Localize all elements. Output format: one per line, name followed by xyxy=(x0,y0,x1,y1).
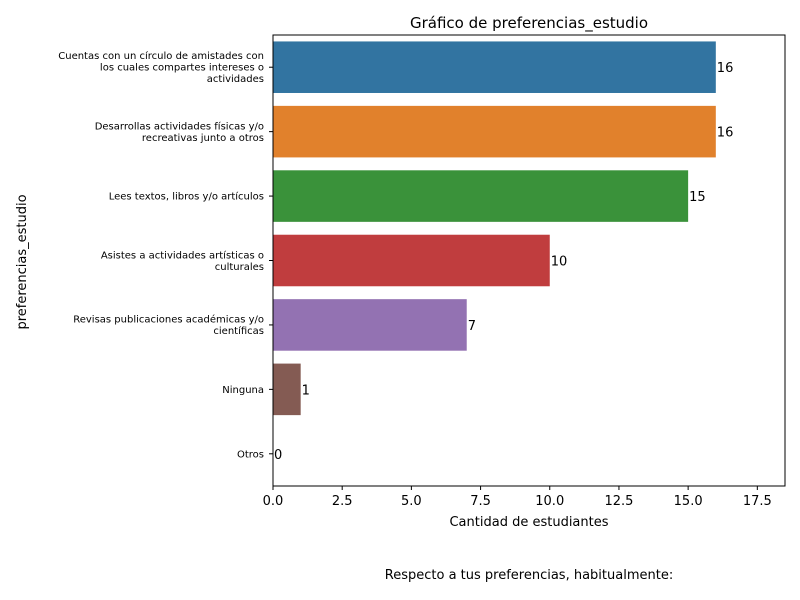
x-tick-label: 7.5 xyxy=(470,494,491,509)
y-axis-category-labels: Cuentas con un círculo de amistades con l… xyxy=(58,50,273,460)
x-tick-label: 2.5 xyxy=(332,494,353,509)
category-label: Cuentas con un círculo de amistades con l… xyxy=(58,50,264,85)
bar xyxy=(273,299,467,351)
bar-value-label: 16 xyxy=(717,61,734,76)
category-label: Ninguna xyxy=(222,385,264,396)
x-tick-label: 10.0 xyxy=(535,494,564,509)
bar-value-label: 16 xyxy=(717,126,734,141)
chart-title: Gráfico de preferencias_estudio xyxy=(410,14,648,33)
chart-caption: Respecto a tus preferencias, habitualmen… xyxy=(385,568,673,583)
bar-value-label: 1 xyxy=(302,383,310,398)
bar xyxy=(273,170,689,222)
x-axis-label: Cantidad de estudiantes xyxy=(449,515,608,530)
bar xyxy=(273,234,550,287)
bar xyxy=(273,363,301,416)
category-label: Revisas publicaciones académicas y/o cien… xyxy=(73,314,264,338)
category-label: Desarrollas actividades físicas y/o recre… xyxy=(95,120,264,144)
x-tick-label: 0.0 xyxy=(263,494,284,509)
x-axis-ticks: 0.0 2.5 5.0 7.5 10.0 12.5 15.0 17.5 xyxy=(263,486,772,509)
y-axis-label: preferencias_estudio xyxy=(15,194,30,329)
x-tick-label: 12.5 xyxy=(604,494,633,509)
x-tick-label: 15.0 xyxy=(674,494,703,509)
bar-value-label: 7 xyxy=(468,319,476,334)
bar xyxy=(273,105,716,158)
bar-value-label: 10 xyxy=(551,255,568,270)
bar-value-label: 15 xyxy=(689,190,706,205)
x-tick-label: 17.5 xyxy=(743,494,772,509)
category-label: Lees textos, libros y/o artículos xyxy=(109,191,264,203)
x-tick-label: 5.0 xyxy=(401,494,422,509)
category-label: Asistes a actividades artísticas o cultur… xyxy=(101,249,264,273)
bar-value-label: 0 xyxy=(274,448,282,463)
category-label: Otros xyxy=(237,449,264,460)
bar xyxy=(273,41,716,93)
